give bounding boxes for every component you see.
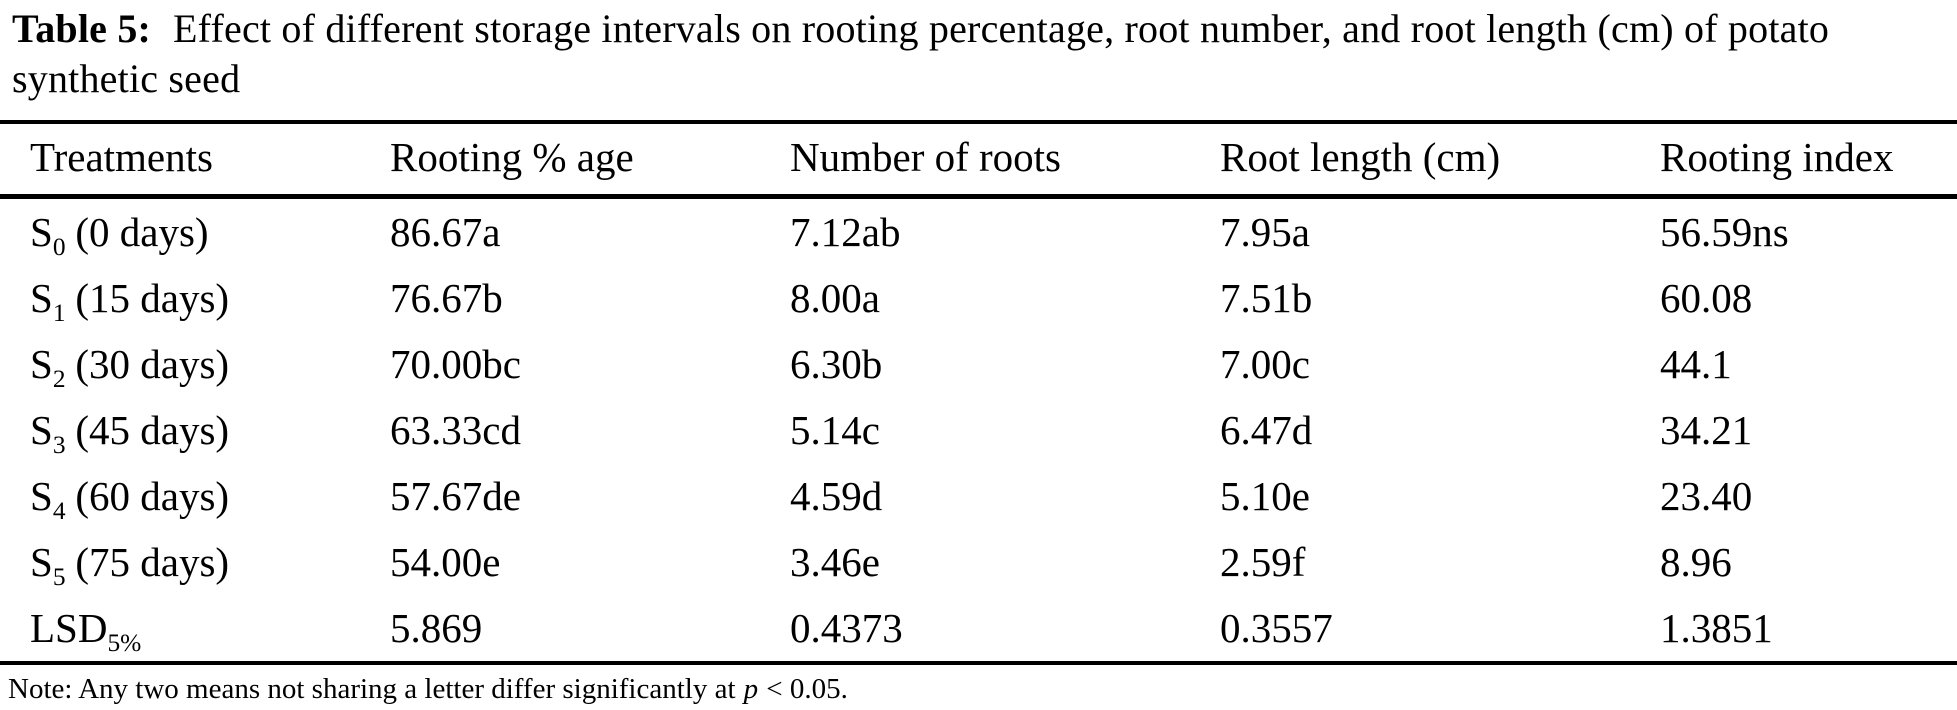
treatment-cell: S4 (60 days) bbox=[30, 473, 230, 526]
footnote-p-symbol: p bbox=[743, 673, 759, 705]
rooting-pct-cell: 54.00e bbox=[390, 539, 501, 585]
treatment-subscript: 4 bbox=[52, 497, 66, 526]
num-roots-cell: 0.4373 bbox=[790, 605, 903, 651]
column-header-rooting-index: Rooting index bbox=[1660, 122, 1957, 199]
treatment-cell: S2 (30 days) bbox=[30, 341, 230, 394]
num-roots-cell: 4.59d bbox=[790, 473, 883, 519]
rooting-pct-cell: 63.33cd bbox=[390, 407, 521, 453]
rooting-index-cell: 23.40 bbox=[1660, 473, 1753, 519]
treatment-subscript: 5 bbox=[52, 563, 66, 592]
num-roots-cell: 6.30b bbox=[790, 341, 883, 387]
treatment-subscript: 2 bbox=[52, 365, 66, 394]
treatment-cell: LSD5% bbox=[30, 605, 142, 658]
table-row-lsd: LSD5% 5.869 0.4373 0.3557 1.3851 bbox=[0, 595, 1957, 663]
treatment-cell: S5 (75 days) bbox=[30, 539, 230, 592]
root-length-cell: 0.3557 bbox=[1220, 605, 1333, 651]
root-length-cell: 6.47d bbox=[1220, 407, 1313, 453]
rooting-pct-cell: 5.869 bbox=[390, 605, 483, 651]
rooting-pct-cell: 86.67a bbox=[390, 209, 501, 255]
rooting-index-cell: 56.59ns bbox=[1660, 209, 1789, 255]
table-footnote: Note: Any two means not sharing a letter… bbox=[0, 665, 1957, 708]
num-roots-cell: 3.46e bbox=[790, 539, 880, 585]
rooting-index-cell: 60.08 bbox=[1660, 275, 1753, 321]
root-length-cell: 7.51b bbox=[1220, 275, 1313, 321]
table-caption: Table 5: Effect of different storage inte… bbox=[0, 4, 1957, 104]
rooting-pct-cell: 57.67de bbox=[390, 473, 521, 519]
root-length-cell: 2.59f bbox=[1220, 539, 1306, 585]
table-row: S2 (30 days) 70.00bc 6.30b 7.00c 44.1 bbox=[0, 331, 1957, 397]
root-length-cell: 5.10e bbox=[1220, 473, 1310, 519]
rooting-index-cell: 34.21 bbox=[1660, 407, 1753, 453]
rooting-index-cell: 1.3851 bbox=[1660, 605, 1773, 651]
rooting-index-cell: 44.1 bbox=[1660, 341, 1732, 387]
treatment-cell: S3 (45 days) bbox=[30, 407, 230, 460]
table-header-row: Treatments Rooting % age Number of roots… bbox=[0, 122, 1957, 199]
column-header-rooting-pct: Rooting % age bbox=[390, 122, 790, 199]
footnote-text: Note: Any two means not sharing a letter… bbox=[8, 673, 736, 705]
table-caption-label: Table 5: bbox=[12, 6, 152, 51]
treatment-subscript: 3 bbox=[52, 431, 66, 460]
table-row: S4 (60 days) 57.67de 4.59d 5.10e 23.40 bbox=[0, 463, 1957, 529]
rooting-pct-cell: 76.67b bbox=[390, 275, 503, 321]
num-roots-cell: 5.14c bbox=[790, 407, 880, 453]
column-header-root-length: Root length (cm) bbox=[1220, 122, 1660, 199]
rooting-index-cell: 8.96 bbox=[1660, 539, 1732, 585]
rooting-pct-cell: 70.00bc bbox=[390, 341, 521, 387]
table-row: S3 (45 days) 63.33cd 5.14c 6.47d 34.21 bbox=[0, 397, 1957, 463]
table-row: S5 (75 days) 54.00e 3.46e 2.59f 8.96 bbox=[0, 529, 1957, 595]
treatment-cell: S0 (0 days) bbox=[30, 209, 209, 262]
results-table: Treatments Rooting % age Number of roots… bbox=[0, 120, 1957, 665]
num-roots-cell: 8.00a bbox=[790, 275, 880, 321]
root-length-cell: 7.00c bbox=[1220, 341, 1310, 387]
column-header-num-roots: Number of roots bbox=[790, 122, 1220, 199]
table-caption-text: Effect of different storage intervals on… bbox=[12, 6, 1830, 101]
treatment-subscript: 0 bbox=[52, 233, 66, 262]
footnote-threshold: < 0.05. bbox=[766, 673, 848, 705]
treatment-subscript: 1 bbox=[52, 299, 66, 328]
num-roots-cell: 7.12ab bbox=[790, 209, 901, 255]
column-header-treatments: Treatments bbox=[0, 122, 390, 199]
table-row: S0 (0 days) 86.67a 7.12ab 7.95a 56.59ns bbox=[0, 197, 1957, 266]
table-row: S1 (15 days) 76.67b 8.00a 7.51b 60.08 bbox=[0, 265, 1957, 331]
root-length-cell: 7.95a bbox=[1220, 209, 1310, 255]
treatment-subscript: 5% bbox=[107, 629, 142, 658]
treatment-cell: S1 (15 days) bbox=[30, 275, 230, 328]
